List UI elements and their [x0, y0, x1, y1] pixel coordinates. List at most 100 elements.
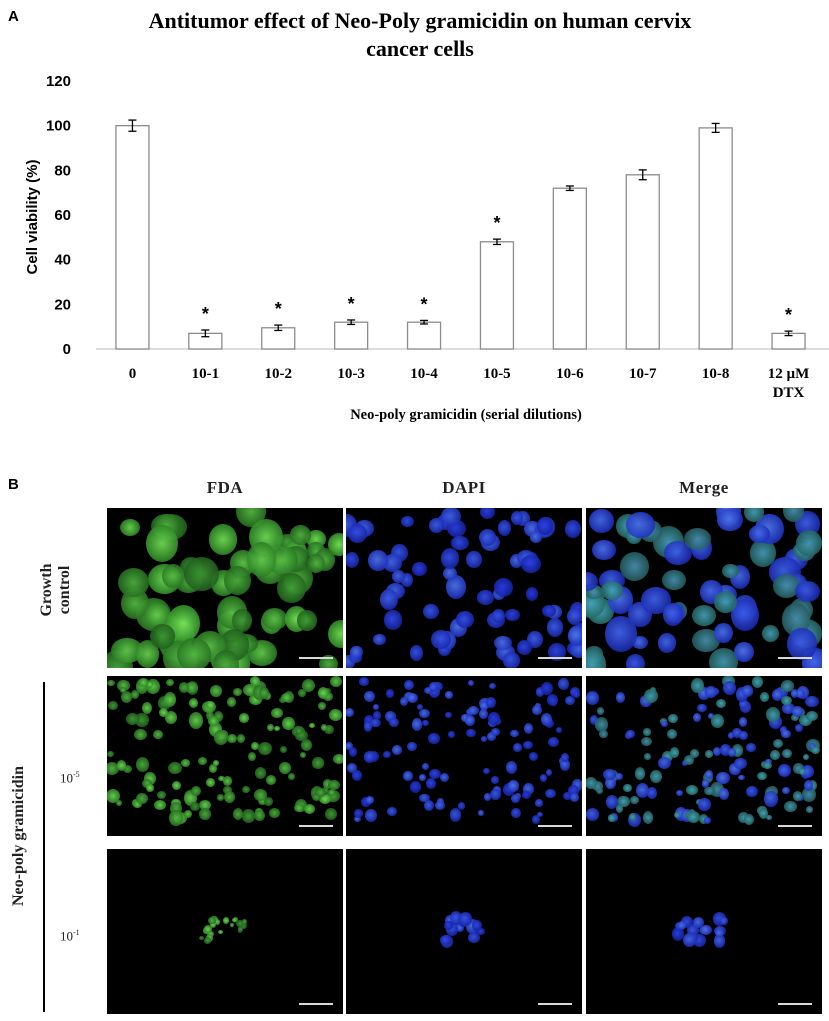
cell — [636, 783, 650, 799]
cell — [324, 724, 334, 734]
cell — [713, 591, 738, 614]
cell — [658, 757, 672, 770]
cell — [241, 785, 250, 793]
cell — [439, 935, 451, 945]
cell — [687, 811, 701, 824]
cell — [623, 783, 632, 792]
cell — [479, 529, 497, 547]
cell — [615, 804, 624, 813]
cell — [373, 711, 381, 721]
cell — [218, 775, 225, 782]
cell — [351, 770, 363, 782]
cell — [758, 808, 769, 820]
category-label: 12 µM — [768, 366, 810, 382]
cell — [791, 713, 799, 722]
cell — [517, 639, 533, 655]
cell — [458, 912, 473, 926]
cell — [762, 625, 780, 643]
cell — [135, 792, 148, 805]
cell — [232, 609, 252, 633]
cell — [159, 707, 169, 718]
cell — [426, 778, 436, 789]
cell — [133, 800, 143, 809]
cell — [348, 747, 357, 757]
cell — [810, 745, 820, 754]
cell — [227, 696, 236, 707]
cell — [169, 809, 183, 826]
micrograph-10-5-merge — [586, 676, 822, 836]
cell — [483, 793, 491, 802]
cell — [536, 812, 543, 818]
cell — [586, 777, 598, 789]
cell — [570, 793, 580, 802]
micrograph-10-5-dapi — [346, 676, 582, 836]
cell — [719, 916, 729, 925]
cell — [520, 554, 541, 573]
cell — [442, 566, 457, 580]
cell — [781, 695, 792, 705]
cell — [264, 797, 274, 807]
cell — [108, 700, 119, 710]
cell — [555, 726, 563, 733]
bar — [552, 187, 587, 350]
cell — [243, 683, 257, 696]
cell — [416, 703, 424, 711]
cell — [692, 713, 702, 723]
cell — [107, 750, 114, 757]
bar — [698, 127, 733, 350]
cell — [295, 727, 302, 734]
cell — [107, 789, 120, 803]
cell — [605, 616, 637, 652]
cell — [615, 691, 626, 703]
chart-title-line1: Antitumor effect of Neo-Poly gramicidin … — [149, 8, 692, 33]
cell — [373, 634, 387, 645]
category-label: 10-3 — [337, 366, 365, 382]
cell — [677, 921, 686, 931]
cell — [422, 719, 429, 727]
cell — [794, 581, 820, 603]
cell — [183, 809, 193, 819]
cell — [419, 793, 430, 803]
cell — [727, 731, 735, 740]
cell — [165, 710, 177, 725]
cell — [346, 707, 355, 717]
cell — [328, 788, 336, 797]
cell — [279, 745, 288, 754]
significance-star: * — [202, 304, 209, 324]
cell — [489, 788, 501, 800]
cell — [468, 705, 480, 716]
cell — [717, 508, 743, 532]
cell — [144, 772, 156, 786]
cell — [363, 751, 375, 763]
x-axis-title: Neo-poly gramicidin (serial dilutions) — [350, 407, 582, 423]
cell — [279, 762, 291, 775]
cell — [206, 777, 215, 787]
cell — [783, 801, 798, 813]
cell — [749, 525, 771, 543]
panel-b-letter: B — [8, 476, 19, 493]
y-tick-label: 20 — [54, 296, 71, 313]
cell — [364, 715, 375, 727]
cell — [805, 805, 813, 814]
cell — [745, 785, 758, 798]
cell — [213, 730, 228, 746]
cell — [704, 816, 712, 824]
cell — [120, 691, 132, 703]
cell — [535, 687, 545, 697]
cell — [510, 729, 519, 738]
cell — [428, 768, 441, 779]
cell — [443, 921, 453, 930]
cell — [407, 692, 419, 704]
significance-star: * — [421, 294, 428, 314]
cell — [445, 691, 454, 699]
cell — [449, 808, 462, 822]
cell — [428, 733, 440, 744]
micrograph-10-1-fda — [107, 849, 343, 1014]
cell — [778, 764, 791, 777]
cell — [214, 711, 224, 722]
cell — [204, 925, 212, 934]
cell — [149, 624, 176, 649]
cell — [798, 768, 805, 776]
cell — [642, 728, 651, 736]
significance-star: * — [785, 305, 792, 325]
